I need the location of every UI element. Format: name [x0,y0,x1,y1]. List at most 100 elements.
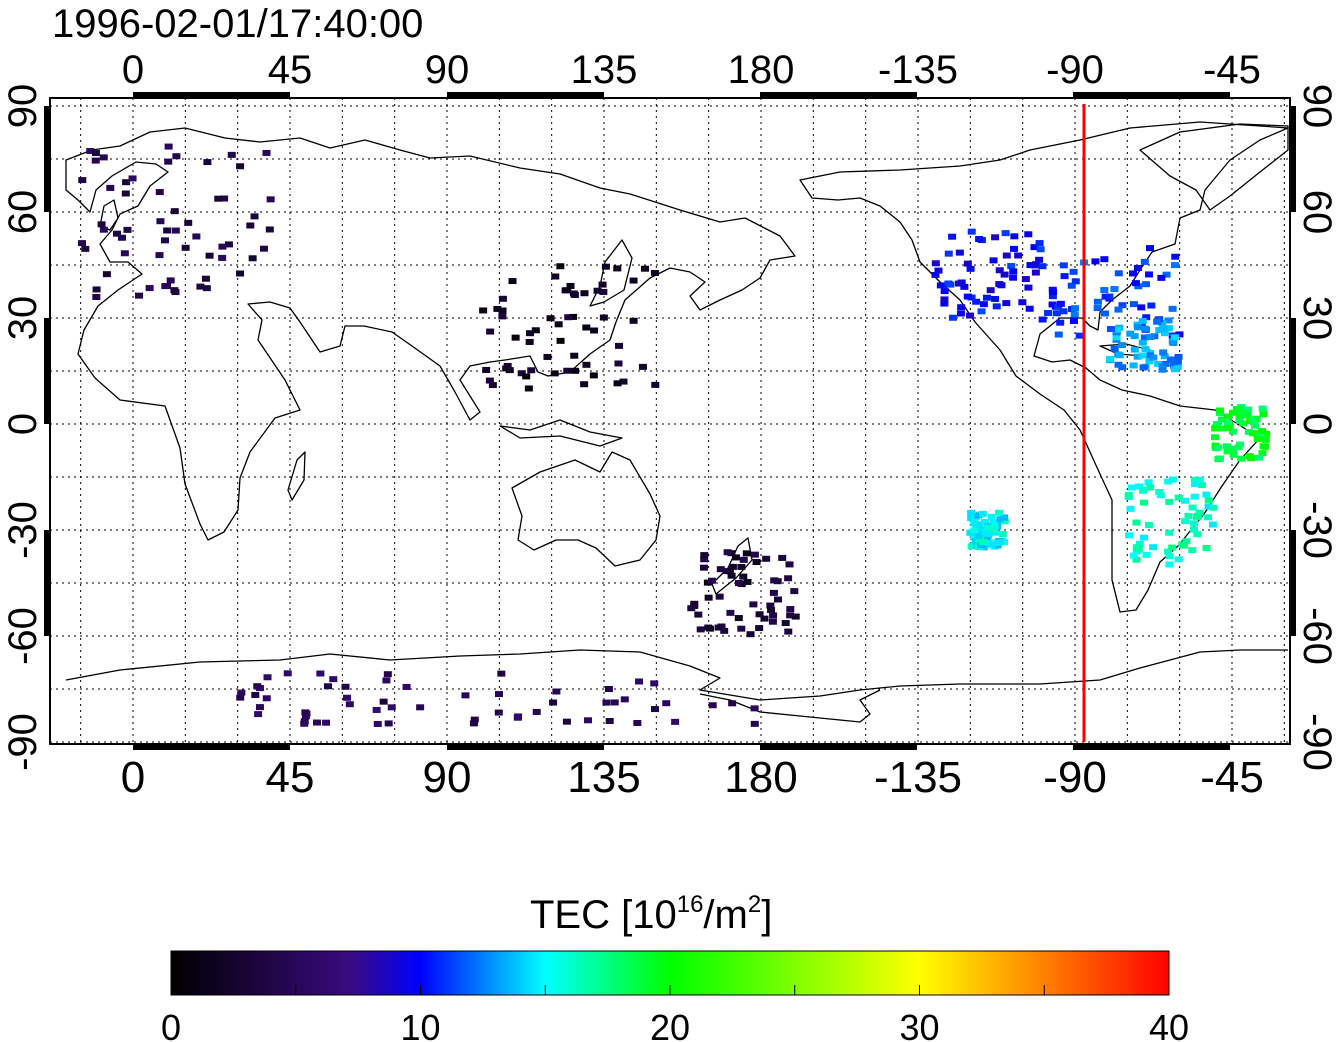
tec-cell [300,718,309,725]
tec-cell [635,678,644,685]
left-tick-label: 90 [1,84,45,129]
tec-cell [379,698,388,705]
tec-cell [569,290,578,297]
tec-cell [1140,258,1149,265]
colorbar-label-sup1: 16 [677,891,704,918]
tec-cell [987,541,996,548]
tec-cell [1211,425,1220,432]
tec-cell [253,683,262,690]
tec-cell [1093,305,1102,312]
tec-cell [1010,233,1019,240]
tec-cell [1049,288,1058,295]
tec-cell [687,605,696,612]
tec-cell [1213,420,1222,427]
tec-cell [461,692,470,699]
tec-cell [971,538,980,545]
tec-cell [155,189,164,196]
tec-cell [1145,245,1154,252]
tec-cell [750,720,759,727]
tec-cell [1244,428,1253,435]
tec-cell [1112,326,1121,333]
tec-cell [1193,531,1202,538]
tec-cell [1129,270,1138,277]
tec-cell [739,573,748,580]
tec-cell [554,321,563,328]
tec-cell [156,218,165,225]
tec-cell [493,305,502,312]
tec-cell [1048,293,1057,300]
tec-cell [99,154,108,161]
tec-cell [1182,538,1191,545]
tec-cell [989,526,998,533]
tec-cell [171,227,180,234]
tec-cell [629,277,638,284]
tec-cell [498,307,507,314]
tec-cell [372,706,381,713]
tec-cell [373,720,382,727]
tec-cell [170,208,179,215]
tec-cell [121,190,130,197]
tec-cell [1144,522,1153,529]
tec-cell [1000,518,1009,525]
tec-cell [1135,540,1144,547]
tec-cell [192,233,201,240]
top-tick-label: 0 [122,48,144,92]
tec-cell [998,531,1007,538]
tec-cell [86,148,95,155]
tec-cell [99,226,108,233]
tec-cell [1157,274,1166,281]
tec-cell [1100,310,1109,317]
tec-cell [1127,484,1136,491]
tec-cell [1235,412,1244,419]
tec-cell [706,625,715,632]
tec-cell [1155,489,1164,496]
left-tick-label: 30 [1,296,45,341]
tec-cell [563,367,572,374]
tec-cell [1114,306,1123,313]
tec-cell [1224,419,1233,426]
tec-cell [732,554,741,561]
tec-cell [599,288,608,295]
tec-cell [1126,505,1135,512]
tec-cell [1035,240,1044,247]
tec-cell [201,275,210,282]
tec-cell [1139,364,1148,371]
tec-cell [769,589,778,596]
tec-cell [1232,405,1241,412]
tec-cell [1141,346,1150,353]
tec-cell [936,282,945,289]
tec-cell [117,234,126,241]
tec-cell [977,542,986,549]
right-tick-label: 0 [1295,413,1339,435]
tec-cell [1134,483,1143,490]
tec-cell [956,310,965,317]
colorbar-tick-label: 0 [161,1007,181,1042]
tec-cell [482,366,491,373]
tec-cell [570,352,579,359]
tec-cell [979,301,988,308]
tec-cell [1165,529,1174,536]
tec-cell [1129,362,1138,369]
tec-cell [966,312,975,319]
tec-cell [983,530,992,537]
tec-cell [1070,311,1079,318]
tec-cell [1180,542,1189,549]
coast-greenland [1139,123,1289,211]
tec-cell [517,370,526,377]
tec-cell [1239,409,1248,416]
tec-cell [671,718,680,725]
tec-cell [615,342,624,349]
tec-cell [1210,434,1219,441]
tec-cell [944,250,953,257]
tec-cell [324,683,333,690]
tec-cell [948,314,957,321]
tec-cell [1131,280,1140,287]
tec-cell [218,254,227,261]
tec-cell [957,304,966,311]
tec-cell [248,255,257,262]
tec-cell [723,549,732,556]
tec-cell [1255,454,1264,461]
tec-cell [580,381,589,388]
tec-cell [1258,427,1267,434]
tec-cell [967,228,976,235]
